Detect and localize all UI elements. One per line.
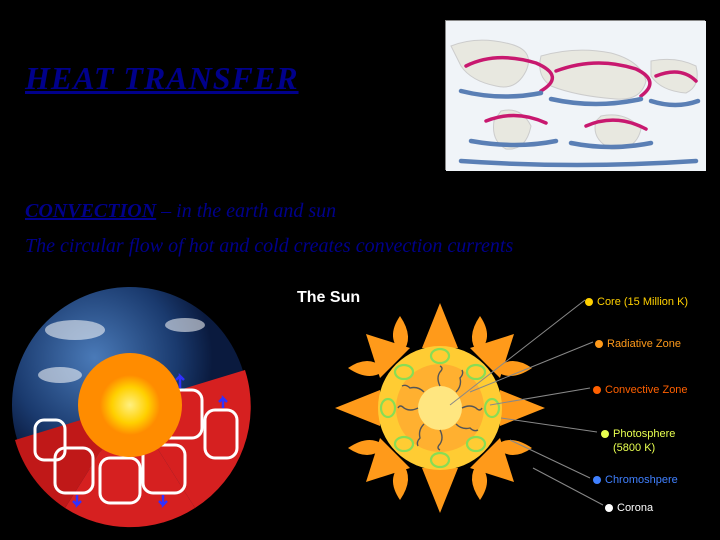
sun-label-convective: Convective Zone bbox=[593, 384, 688, 396]
subtitle-line2: The circular flow of hot and cold create… bbox=[25, 235, 513, 258]
sun-diagram: The Sun bbox=[285, 280, 710, 520]
sun-label-corona: Corona bbox=[605, 502, 653, 514]
sun-label-radiative: Radiative Zone bbox=[595, 338, 681, 350]
sun-label-chromosphere: Chromoshpere bbox=[593, 474, 678, 486]
ocean-currents-diagram bbox=[445, 20, 705, 170]
subtitle-line1: CONVECTION – in the earth and sun bbox=[25, 200, 336, 223]
sun-title-text: The Sun bbox=[297, 289, 360, 306]
subtitle-rest: – in the earth and sun bbox=[156, 200, 336, 222]
earth-cutaway-diagram bbox=[5, 280, 265, 530]
page-title: HEAT TRANSFER bbox=[25, 60, 299, 97]
sun-label-photosphere: Photosphere bbox=[601, 428, 675, 440]
sun-label-core: Core (15 Million K) bbox=[585, 296, 688, 308]
convection-term: CONVECTION bbox=[25, 200, 156, 222]
sun-label-photosphere-k: (5800 K) bbox=[613, 442, 655, 454]
